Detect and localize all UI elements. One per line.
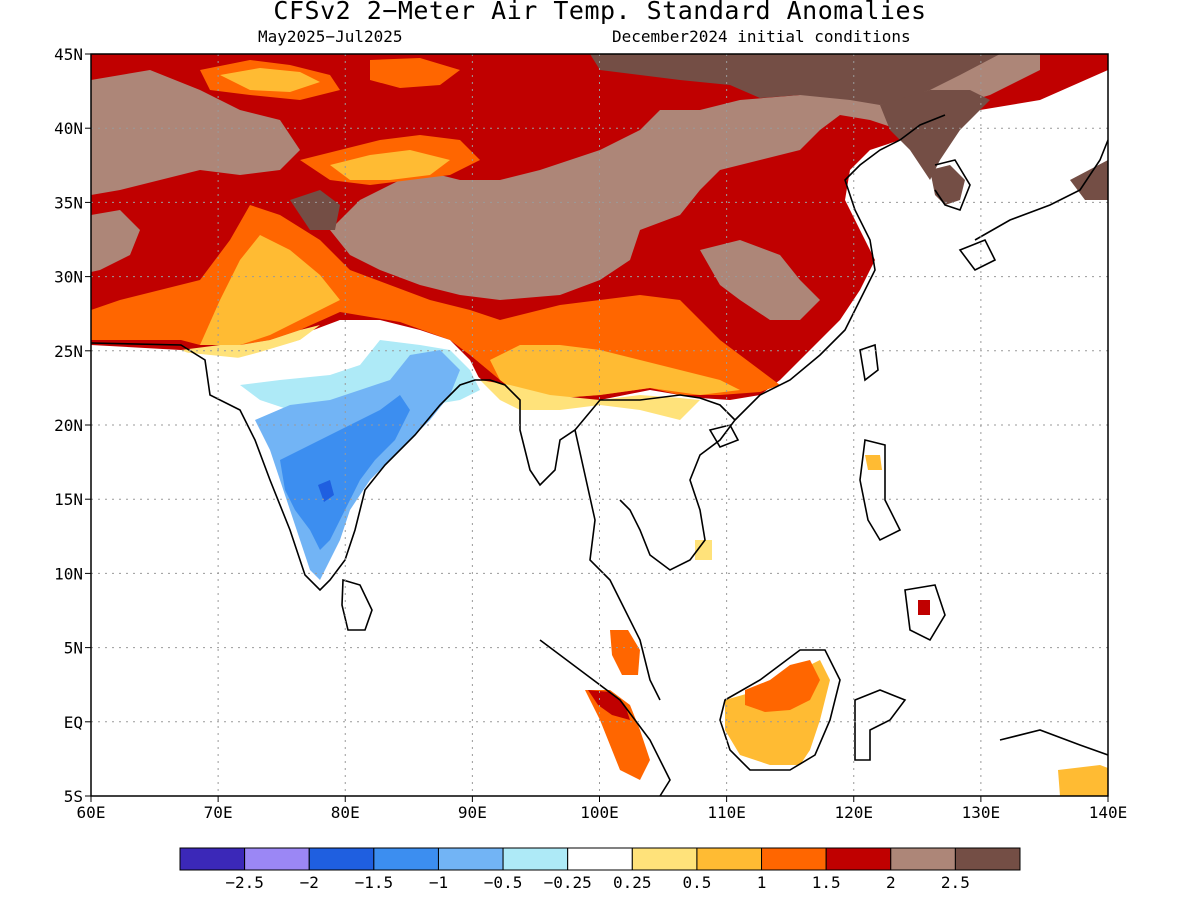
- anomaly-region-india-deep-blue: [318, 480, 334, 502]
- lat-tick-label: 10N: [54, 564, 83, 583]
- coastline-sulawesi: [854, 689, 907, 761]
- lat-tick-label: 45N: [54, 45, 83, 64]
- anomaly-region-india-blue: [280, 395, 410, 550]
- latitude-labels: 45N 40N 35N 30N 25N 20N 15N 10N 5N EQ 5S: [54, 45, 91, 806]
- coastline-hainan: [708, 424, 740, 448]
- colorbar-label: 1: [757, 873, 767, 892]
- colorbar-swatch: [502, 847, 569, 871]
- lon-tick-label: 120E: [834, 803, 873, 822]
- colorbar-swatch: [308, 847, 375, 871]
- coastline-china: [734, 114, 946, 421]
- colorbar-label: 0.5: [682, 873, 711, 892]
- colorbar-label: −2.5: [225, 873, 264, 892]
- anomaly-region-philippines-orange: [865, 455, 882, 470]
- colorbar-label: 2.5: [941, 873, 970, 892]
- lon-tick-label: 80E: [331, 803, 360, 822]
- anomaly-region-indochina-light-orange: [490, 345, 740, 398]
- colorbar-swatch: [890, 847, 956, 871]
- coastline-korea: [934, 159, 971, 211]
- coastlines: [91, 114, 1108, 796]
- anomaly-region-vietnam-yellow: [695, 540, 712, 560]
- colorbar-label: −2: [300, 873, 319, 892]
- anomaly-region-malaya-orange: [610, 630, 640, 675]
- anomaly-region-kashmir-dark: [290, 190, 340, 230]
- colorbar-swatch: [179, 847, 246, 871]
- anomaly-region-india-yellow: [181, 325, 320, 360]
- colorbar-label: −1.5: [355, 873, 394, 892]
- colorbar-label: 1.5: [812, 873, 841, 892]
- anomaly-region-myanmar-yellow: [480, 380, 700, 420]
- anomaly-region-mongolia-orange: [370, 58, 460, 88]
- colorbar: −2.5 −2 −1.5 −1 −0.5 −0.25 0.25 0.5 1 1.5 2 2.5: [179, 847, 1021, 892]
- anomaly-region-west-brown-2: [91, 210, 140, 272]
- colorbar-label: 0.25: [613, 873, 652, 892]
- lat-tick-label: 15N: [54, 490, 83, 509]
- colorbar-swatch: [825, 847, 892, 871]
- colorbar-swatch: [954, 847, 1021, 871]
- lon-tick-label: 140E: [1089, 803, 1128, 822]
- lon-tick-label: 130E: [962, 803, 1001, 822]
- lon-tick-label: 100E: [580, 803, 619, 822]
- colorbar-swatch: [567, 847, 633, 871]
- coastline-new-guinea: [999, 729, 1108, 756]
- colorbar-swatch: [761, 847, 827, 871]
- lat-tick-label: 35N: [54, 193, 83, 212]
- lon-tick-label: 110E: [707, 803, 746, 822]
- lat-tick-label: EQ: [64, 713, 83, 732]
- longitude-labels: 60E 70E 80E 90E 100E 110E 120E 130E 140E: [77, 796, 1128, 822]
- anomaly-region-borneo-orange: [745, 660, 820, 712]
- coastline-japan: [974, 139, 1108, 241]
- colorbar-swatch: [696, 847, 763, 871]
- lon-tick-label: 60E: [77, 803, 106, 822]
- colorbar-label: −1: [429, 873, 448, 892]
- colorbar-swatch: [244, 847, 310, 871]
- lat-tick-label: 30N: [54, 268, 83, 287]
- coastline-india: [91, 342, 661, 701]
- lat-tick-label: 5N: [64, 639, 83, 658]
- anomaly-region-west-brown: [91, 70, 300, 195]
- anomaly-region-kazakh-light-orange: [220, 68, 320, 92]
- anomaly-region-mindanao-red: [918, 600, 930, 615]
- colorbar-swatch: [631, 847, 698, 871]
- anomaly-region-mongolia-dark: [590, 54, 1000, 105]
- colorbar-label: 2: [886, 873, 896, 892]
- coastline-mindanao: [904, 584, 946, 642]
- colorbar-swatch: [437, 847, 504, 871]
- forecast-period: May2025−Jul2025: [258, 27, 403, 46]
- anomaly-region-central-light-orange: [330, 150, 450, 180]
- anomaly-region-sumatra-red: [588, 690, 630, 720]
- lat-tick-label: 20N: [54, 416, 83, 435]
- coastline-taiwan: [859, 343, 879, 382]
- colorbar-label: −0.25: [544, 873, 592, 892]
- coastline-japan-south: [958, 238, 997, 272]
- lon-tick-label: 90E: [458, 803, 487, 822]
- anomaly-region-newguinea-light-orange: [1058, 765, 1108, 796]
- coastline-borneo: [719, 649, 841, 771]
- colorbar-label: −0.5: [484, 873, 523, 892]
- anomaly-region-india-light-orange: [200, 235, 340, 345]
- initial-conditions: December2024 initial conditions: [612, 27, 911, 46]
- coastline-luzon: [859, 439, 902, 542]
- lat-tick-label: 40N: [54, 119, 83, 138]
- lat-tick-label: 25N: [54, 342, 83, 361]
- map-title: CFSv2 2−Meter Air Temp. Standard Anomali…: [273, 0, 927, 25]
- lon-tick-label: 70E: [204, 803, 233, 822]
- lat-tick-label: 5S: [64, 787, 83, 806]
- coastline-indochina: [574, 394, 737, 571]
- anomaly-region-central-brown: [700, 240, 820, 320]
- coastline-sumatra: [539, 639, 671, 796]
- anomaly-region-manchuria-dark: [880, 90, 990, 180]
- anomaly-region-sumatra-orange: [585, 690, 650, 780]
- colorbar-swatch: [373, 847, 439, 871]
- coastline-sri-lanka: [341, 578, 373, 631]
- map-grid: [91, 54, 1108, 796]
- anomaly-region-tibet-brown: [330, 54, 1040, 300]
